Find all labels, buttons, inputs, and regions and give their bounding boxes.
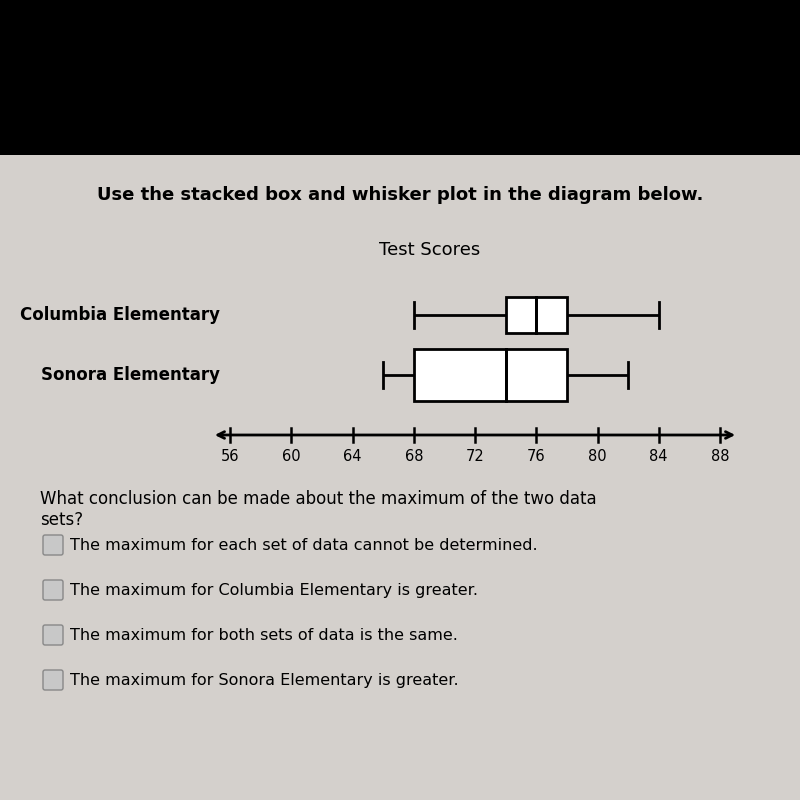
FancyBboxPatch shape: [43, 670, 63, 690]
Text: What conclusion can be made about the maximum of the two data
sets?: What conclusion can be made about the ma…: [40, 490, 597, 529]
Text: The maximum for Sonora Elementary is greater.: The maximum for Sonora Elementary is gre…: [70, 673, 458, 687]
Text: 80: 80: [588, 449, 607, 464]
Text: The maximum for each set of data cannot be determined.: The maximum for each set of data cannot …: [70, 538, 538, 553]
Bar: [414, 349, 506, 401]
Text: 60: 60: [282, 449, 301, 464]
Text: The maximum for Columbia Elementary is greater.: The maximum for Columbia Elementary is g…: [70, 582, 478, 598]
Text: Test Scores: Test Scores: [379, 241, 481, 259]
Bar: [506, 349, 567, 401]
Text: 68: 68: [405, 449, 423, 464]
Text: 72: 72: [466, 449, 484, 464]
FancyBboxPatch shape: [43, 625, 63, 645]
Text: 64: 64: [343, 449, 362, 464]
Text: 56: 56: [221, 449, 239, 464]
FancyBboxPatch shape: [43, 535, 63, 555]
Text: The maximum for both sets of data is the same.: The maximum for both sets of data is the…: [70, 627, 458, 642]
Text: Sonora Elementary: Sonora Elementary: [41, 366, 220, 384]
Text: 88: 88: [710, 449, 730, 464]
Bar: [536, 297, 567, 333]
FancyBboxPatch shape: [43, 580, 63, 600]
Bar: [506, 297, 536, 333]
Text: Columbia Elementary: Columbia Elementary: [20, 306, 220, 324]
Text: Use the stacked box and whisker plot in the diagram below.: Use the stacked box and whisker plot in …: [97, 186, 703, 204]
Bar: [0, 155, 800, 800]
Text: 76: 76: [527, 449, 546, 464]
Text: 84: 84: [650, 449, 668, 464]
